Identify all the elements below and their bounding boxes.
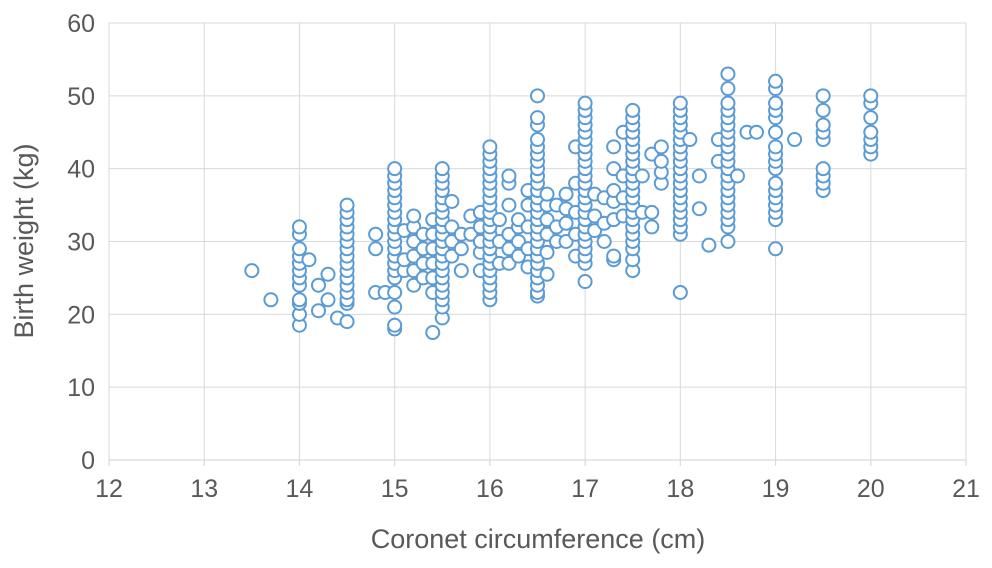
data-point xyxy=(320,266,336,282)
data-point xyxy=(768,73,784,89)
data-point xyxy=(729,168,745,184)
data-point xyxy=(558,186,574,202)
data-point xyxy=(301,252,317,268)
data-point xyxy=(530,110,545,126)
data-point xyxy=(768,241,784,257)
data-point xyxy=(387,284,403,300)
tick-labels: 12 13 14 15 16 17 18 19 20 21 0 10 20 30 40 50 60 xyxy=(67,10,980,503)
data-point xyxy=(539,266,555,282)
x-tick-label: 15 xyxy=(381,475,409,503)
data-point xyxy=(625,102,641,118)
data-point xyxy=(691,201,707,217)
data-point xyxy=(863,124,879,140)
data-point xyxy=(672,284,688,300)
data-point xyxy=(453,241,469,257)
data-point xyxy=(539,186,555,202)
data-point xyxy=(749,124,765,140)
data-point xyxy=(291,292,307,308)
data-point xyxy=(672,95,688,111)
data-point xyxy=(320,292,336,308)
data-point xyxy=(310,277,326,293)
data-point xyxy=(310,303,326,319)
x-tick-label: 21 xyxy=(952,475,980,503)
x-axis-title: Coronet circumference (cm) xyxy=(371,524,706,554)
x-tick-label: 16 xyxy=(476,475,504,503)
data-point xyxy=(368,241,384,257)
data-point xyxy=(444,193,460,209)
data-point xyxy=(339,314,355,330)
data-point xyxy=(406,208,422,224)
data-point xyxy=(768,139,784,155)
data-point xyxy=(815,161,831,177)
y-tick-label: 30 xyxy=(67,229,95,257)
data-point xyxy=(720,95,736,111)
data-point xyxy=(644,219,660,235)
x-tick-label: 20 xyxy=(857,475,885,503)
data-point xyxy=(577,95,593,111)
data-point xyxy=(501,168,517,184)
data-point xyxy=(491,212,507,228)
x-tick-label: 17 xyxy=(571,475,599,503)
data-point xyxy=(263,292,279,308)
data-point xyxy=(291,219,307,235)
x-tick-label: 14 xyxy=(286,475,314,503)
data-point xyxy=(291,241,307,257)
data-point xyxy=(815,102,831,118)
data-point xyxy=(682,132,698,148)
x-tick-label: 13 xyxy=(190,475,218,503)
y-axis-title: Birth weight (kg) xyxy=(9,143,39,338)
data-point xyxy=(644,204,660,220)
data-point xyxy=(539,244,555,260)
data-point xyxy=(368,226,384,242)
data-point xyxy=(596,234,612,249)
data-point xyxy=(653,139,669,155)
data-point xyxy=(863,110,879,126)
data-point xyxy=(339,197,355,213)
data-point xyxy=(768,124,784,140)
data-point xyxy=(244,263,260,279)
y-tick-label: 10 xyxy=(67,374,95,402)
data-point xyxy=(453,263,469,279)
data-point xyxy=(606,248,622,264)
data-point xyxy=(434,161,450,177)
data-point xyxy=(634,168,650,184)
x-tick-label: 18 xyxy=(666,475,694,503)
data-point xyxy=(387,317,403,333)
data-point xyxy=(558,215,574,231)
data-point xyxy=(606,139,622,155)
data-point xyxy=(482,139,498,155)
data-point xyxy=(815,117,831,133)
x-tick-label: 12 xyxy=(95,475,123,503)
axes xyxy=(108,459,967,466)
data-point xyxy=(691,168,707,184)
data-point xyxy=(530,88,545,104)
data-point xyxy=(653,153,669,169)
data-point xyxy=(720,66,736,82)
data-point xyxy=(387,161,403,177)
data-point xyxy=(720,234,736,249)
y-tick-label: 0 xyxy=(81,447,95,475)
data-point xyxy=(701,237,717,253)
data-point xyxy=(863,88,879,104)
data-point xyxy=(577,274,593,290)
y-tick-label: 20 xyxy=(67,301,95,329)
data-point xyxy=(530,132,545,148)
data-point xyxy=(815,88,831,104)
y-tick-label: 40 xyxy=(67,156,95,184)
data-point xyxy=(425,325,441,341)
data-point xyxy=(387,299,403,315)
data-point xyxy=(768,95,784,111)
data-point xyxy=(768,175,784,191)
y-tick-label: 60 xyxy=(67,10,95,38)
data-point xyxy=(787,132,803,148)
data-point xyxy=(501,197,517,213)
data-point xyxy=(720,81,736,97)
x-tick-label: 19 xyxy=(762,475,790,503)
y-tick-label: 50 xyxy=(67,83,95,111)
data-points xyxy=(244,66,879,341)
